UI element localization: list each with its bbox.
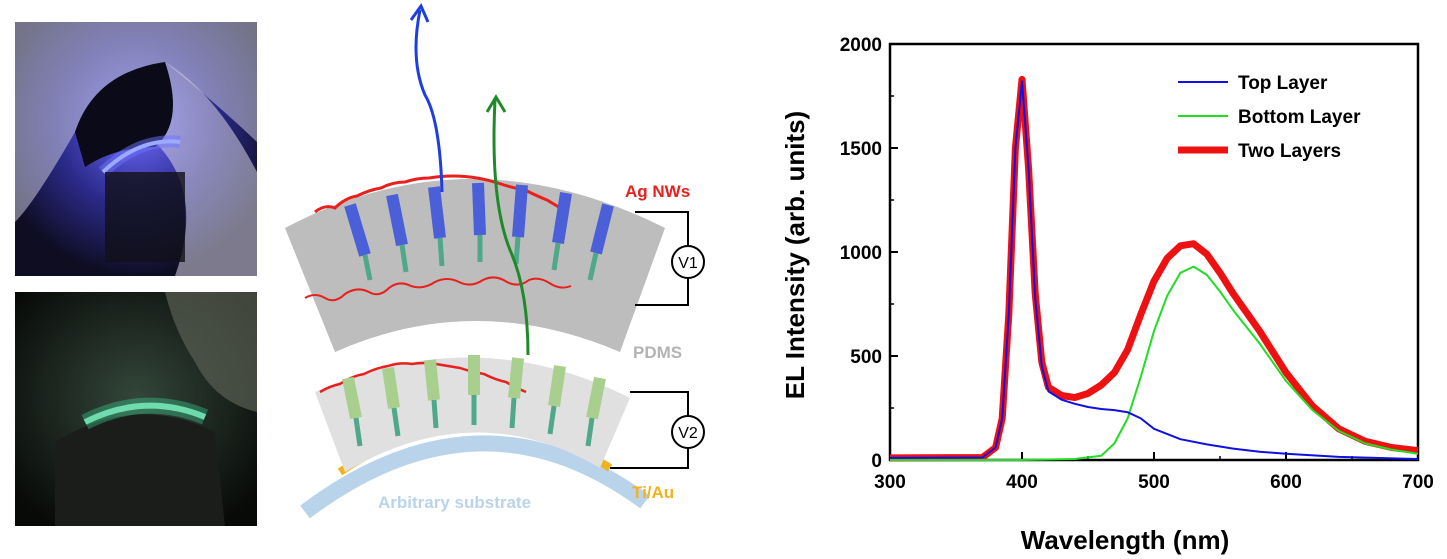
- voltmeter-v1: [671, 245, 705, 279]
- legend-label-bottom-layer: Bottom Layer: [1238, 107, 1361, 128]
- series-line-two-layers: [889, 75, 1419, 462]
- x-tick-label: 600: [1270, 472, 1302, 493]
- arbitrary-substrate: [300, 435, 650, 519]
- series-line-top-layer: [889, 80, 1419, 460]
- photo-blue-emission-device: [15, 22, 257, 276]
- y-axis-label: EL Intensity (arb. units): [780, 111, 810, 399]
- series-layer: [889, 75, 1419, 462]
- x-axis-label: Wavelength (nm): [1021, 525, 1229, 555]
- series-line-bottom-layer: [890, 265, 1419, 461]
- label-v2: V2: [678, 425, 698, 442]
- axes: 300 400 500 600 700 0 500 1000 1500 2000: [840, 35, 1434, 493]
- el-spectrum-chart: 300 400 500 600 700 0 500 1000 1500 2000 Top Laye…: [780, 35, 1434, 555]
- legend-label-top-layer: Top Layer: [1238, 73, 1328, 94]
- x-tick-label: 700: [1402, 472, 1434, 493]
- x-tick-label: 400: [1006, 472, 1038, 493]
- label-v1: V1: [678, 255, 698, 272]
- y-tick-label: 500: [850, 347, 882, 368]
- device-schematic: V1 V2 Ag NWs PDMS Ti/Au Arbitrary substr…: [285, 2, 705, 519]
- x-tick-label: 500: [1138, 472, 1170, 493]
- label-pdms: PDMS: [633, 343, 682, 362]
- top-pdms-layer: [285, 179, 665, 352]
- voltmeter-v2: [671, 415, 705, 449]
- y-tick-label: 1500: [840, 139, 882, 160]
- bottom-nanorods: [342, 355, 606, 447]
- label-substrate: Arbitrary substrate: [378, 493, 531, 512]
- blue-emission-arrow: [414, 9, 444, 193]
- x-tick-label: 300: [874, 472, 906, 493]
- legend: Top Layer Bottom Layer Two Layers: [1178, 73, 1361, 162]
- green-emission-arrow: [492, 99, 530, 356]
- top-nanorods: [344, 182, 614, 281]
- y-tick-label: 0: [871, 451, 882, 472]
- y-tick-label: 1000: [840, 243, 882, 264]
- label-agnws: Ag NWs: [625, 182, 690, 201]
- photo-green-emission-device: [15, 292, 257, 526]
- y-tick-label: 2000: [840, 35, 882, 56]
- label-tiau: Ti/Au: [632, 483, 674, 502]
- legend-label-two-layers: Two Layers: [1238, 141, 1341, 162]
- agnw-middle: [304, 276, 572, 302]
